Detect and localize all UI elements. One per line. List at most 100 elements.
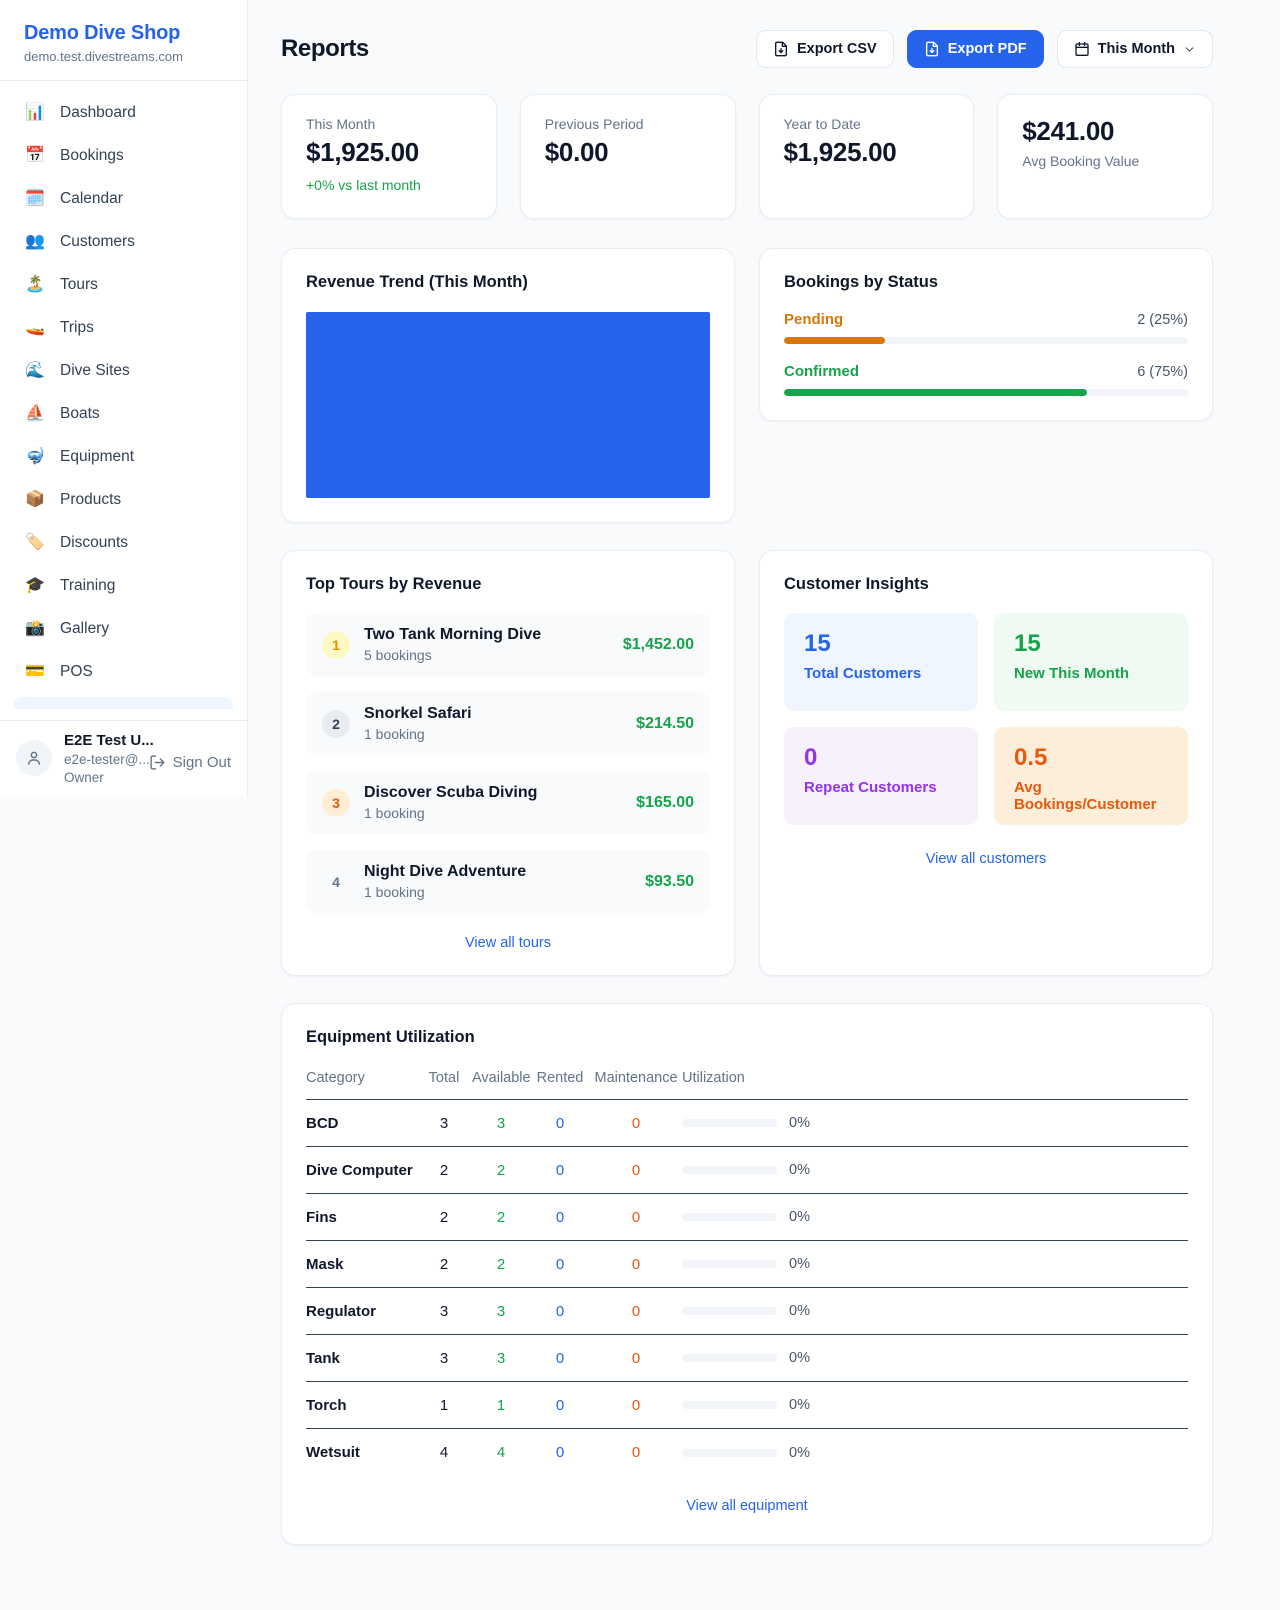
- view-all-tours-link[interactable]: View all tours: [465, 935, 551, 951]
- brand: Demo Dive Shop demo.test.divestreams.com: [0, 0, 247, 81]
- rank-badge: 4: [332, 873, 340, 890]
- package-icon: 📦: [25, 491, 45, 508]
- stat-card-this-month: This Month $1,925.00 +0% vs last month: [281, 94, 497, 219]
- equipment-total-cell: 1: [439, 1396, 449, 1414]
- page-title: Reports: [281, 35, 369, 62]
- status-bar-track: [784, 389, 1188, 396]
- tile-label: Total Customers: [804, 665, 922, 682]
- equipment-utilization-cell: 0%: [682, 1209, 1188, 1225]
- insight-tiles: 15 Total Customers 15 New This Month 0 Repeat…: [784, 613, 1188, 825]
- equipment-column-available: Available: [472, 1070, 531, 1086]
- sidebar-item-gallery[interactable]: 📸 Gallery: [14, 611, 233, 647]
- tour-row-snorkel-safari: 2 Snorkel Safari 1 booking $214.50: [306, 692, 710, 755]
- equipment-maintenance-cell: 0: [631, 1349, 641, 1367]
- sidebar-item-customers[interactable]: 👥 Customers: [14, 224, 233, 260]
- people-icon: 👥: [25, 233, 45, 250]
- island-icon: 🏝️: [25, 276, 45, 293]
- sidebar-item-boats[interactable]: ⛵ Boats: [14, 396, 233, 432]
- sidebar-item-calendar[interactable]: 🗓️ Calendar: [14, 181, 233, 217]
- bookings-by-status-card: Bookings by Status Pending 2 (25%) Confirm…: [759, 248, 1213, 421]
- sidebar-item-reports-active[interactable]: [14, 697, 233, 709]
- equipment-total-cell: 3: [439, 1349, 449, 1367]
- equipment-rented-cell: 0: [555, 1444, 565, 1461]
- graduation-cap-icon: 🎓: [25, 577, 45, 594]
- equipment-rented-cell: 0: [555, 1302, 565, 1320]
- sidebar-item-trips[interactable]: 🚤 Trips: [14, 310, 233, 346]
- insight-tile-total-customers: 15 Total Customers: [784, 613, 978, 711]
- stat-label: Previous Period: [544, 116, 644, 132]
- sidebar-item-products[interactable]: 📦 Products: [14, 482, 233, 518]
- equipment-rented-cell: 0: [555, 1396, 565, 1414]
- export-pdf-button[interactable]: Export PDF: [906, 30, 1044, 68]
- utilization-label: 0%: [789, 1209, 810, 1225]
- sidebar-item-label: Dive Sites: [60, 362, 130, 379]
- stat-value: $0.00: [544, 137, 609, 167]
- equipment-rented-cell: 0: [555, 1255, 565, 1273]
- sidebar-item-dashboard[interactable]: 📊 Dashboard: [14, 95, 233, 131]
- calendar-date-icon: 📅: [25, 147, 45, 164]
- period-label: This Month: [1097, 41, 1175, 57]
- utilization-label: 0%: [789, 1444, 810, 1461]
- user-email: e2e-tester@...: [64, 752, 150, 767]
- period-dropdown[interactable]: This Month: [1056, 30, 1213, 68]
- sidebar-item-discounts[interactable]: 🏷️ Discounts: [14, 525, 233, 561]
- equipment-rented-cell: 0: [555, 1161, 565, 1179]
- status-list: Pending 2 (25%) Confirmed 6 (75%): [784, 311, 1188, 396]
- sidebar-item-equipment[interactable]: 🤿 Equipment: [14, 439, 233, 475]
- sidebar-item-label: Bookings: [60, 147, 124, 164]
- equipment-column-total: Total: [428, 1070, 460, 1086]
- sidebar-item-dive-sites[interactable]: 🌊 Dive Sites: [14, 353, 233, 389]
- rank-badge: 3: [322, 788, 350, 817]
- tour-name: Two Tank Morning Dive: [364, 626, 542, 643]
- status-bar-track: [784, 337, 1188, 344]
- revenue-trend-title: Revenue Trend (This Month): [306, 273, 528, 291]
- status-bar-fill: [784, 337, 885, 344]
- equipment-row-fins: Fins 2 2 0 0 0%: [306, 1194, 1188, 1241]
- sidebar-item-training[interactable]: 🎓 Training: [14, 568, 233, 604]
- customer-insights-card: Customer Insights 15 Total Customers 15 New…: [759, 550, 1213, 976]
- chevron-down-icon: [1183, 43, 1196, 56]
- equipment-total-cell: 2: [439, 1161, 449, 1179]
- bookings-by-status-title: Bookings by Status: [784, 273, 939, 291]
- tour-name: Discover Scuba Diving: [364, 784, 538, 801]
- export-csv-label: Export CSV: [796, 41, 877, 57]
- user-role: Owner: [64, 770, 104, 785]
- sidebar-item-label: Customers: [60, 233, 135, 250]
- equipment-utilization-cell: 0%: [682, 1397, 1188, 1413]
- status-label: Confirmed: [784, 363, 859, 380]
- brand-name: Demo Dive Shop: [24, 22, 181, 44]
- stat-label: Avg Booking Value: [1022, 153, 1140, 169]
- utilization-bar: [682, 1401, 777, 1409]
- equipment-available-cell: 3: [496, 1114, 506, 1132]
- credit-card-icon: 💳: [25, 663, 45, 680]
- sailboat-icon: ⛵: [25, 405, 45, 422]
- equipment-utilization-cell: 0%: [682, 1162, 1188, 1178]
- utilization-label: 0%: [789, 1350, 810, 1366]
- utilization-bar: [682, 1307, 777, 1315]
- equipment-category-cell: Tank: [306, 1349, 340, 1367]
- diving-mask-icon: 🤿: [25, 448, 45, 465]
- equipment-category-cell: BCD: [306, 1114, 339, 1132]
- status-row-confirmed: Confirmed 6 (75%): [784, 363, 1188, 396]
- sign-out-button[interactable]: Sign Out: [149, 754, 231, 771]
- view-all-customers-link[interactable]: View all customers: [925, 851, 1047, 867]
- sidebar-item-label: Tours: [60, 276, 98, 293]
- equipment-available-cell: 3: [496, 1302, 506, 1320]
- utilization-label: 0%: [789, 1115, 810, 1131]
- equipment-row-dive-computer: Dive Computer 2 2 0 0 0%: [306, 1147, 1188, 1194]
- sidebar-item-bookings[interactable]: 📅 Bookings: [14, 138, 233, 174]
- utilization-bar: [682, 1213, 777, 1221]
- equipment-total-cell: 2: [439, 1255, 449, 1273]
- export-csv-button[interactable]: Export CSV: [755, 30, 894, 68]
- sidebar-item-pos[interactable]: 💳 POS: [14, 654, 233, 690]
- utilization-bar: [682, 1166, 777, 1174]
- equipment-available-cell: 2: [496, 1208, 506, 1226]
- equipment-category-cell: Fins: [306, 1208, 337, 1226]
- equipment-utilization-cell: 0%: [682, 1303, 1188, 1319]
- equipment-maintenance-cell: 0: [631, 1444, 641, 1461]
- equipment-maintenance-cell: 0: [631, 1114, 641, 1132]
- equipment-maintenance-cell: 0: [631, 1255, 641, 1273]
- sidebar-item-tours[interactable]: 🏝️ Tours: [14, 267, 233, 303]
- equipment-row-mask: Mask 2 2 0 0 0%: [306, 1241, 1188, 1288]
- view-all-equipment-link[interactable]: View all equipment: [686, 1498, 808, 1514]
